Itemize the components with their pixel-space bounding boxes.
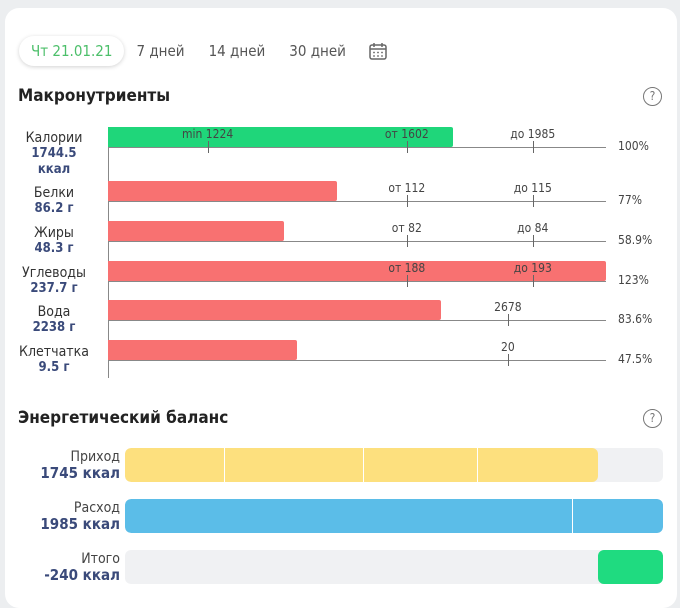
macro-bar: [108, 340, 298, 360]
macro-percent: 58.9%: [618, 233, 653, 247]
macro-label: Вода 2238 г: [0, 304, 108, 336]
calendar-icon[interactable]: [368, 41, 388, 61]
macro-track: от 188 до 193: [108, 261, 606, 287]
target-label: от 1602: [384, 127, 429, 141]
target-tick: [532, 141, 534, 153]
macro-row: Белки 86.2 г от 112 до 115 77%: [0, 181, 680, 221]
energy-bar: [598, 550, 663, 584]
energy-track: [125, 550, 663, 584]
segment-divider: [476, 448, 479, 482]
target-tick: [207, 141, 209, 153]
energy-name: Приход: [70, 449, 120, 465]
tab-today[interactable]: Чт 21.01.21: [19, 36, 124, 66]
macro-value: 9.5 г: [38, 360, 70, 375]
macro-percent: 123%: [618, 273, 649, 287]
energy-track: [125, 448, 663, 482]
macro-track: min 1224 от 1602 до 1985: [108, 127, 606, 153]
period-tabs: Чт 21.01.21 7 дней 14 дней 30 дней: [19, 36, 388, 66]
energy-name: Итого: [81, 551, 120, 567]
energy-bar: [125, 499, 663, 533]
macro-percent: 77%: [618, 193, 642, 207]
target-label: до 1985: [510, 127, 556, 141]
macro-track: 2678: [108, 300, 606, 326]
macro-row: Вода 2238 г 2678 83.6%: [0, 300, 680, 340]
macro-label: Углеводы 237.7 г: [0, 265, 108, 297]
macro-row: Жиры 48.3 г от 82 до 84 58.9%: [0, 221, 680, 261]
energy-row: Приход 1745 ккал: [0, 448, 680, 482]
energy-label: Расход 1985 ккал: [0, 500, 120, 532]
macro-track: 20: [108, 340, 606, 366]
macro-bar: [108, 221, 284, 241]
macro-value: 2238 г: [32, 320, 76, 335]
tab-30-days[interactable]: 30 дней: [289, 42, 346, 60]
macro-label: Белки 86.2 г: [0, 185, 108, 217]
macro-name: Клетчатка: [19, 344, 89, 360]
energy-name: Расход: [73, 500, 120, 516]
energy-title: Энергетический баланс: [18, 408, 229, 428]
segment-divider: [223, 448, 226, 482]
energy-help-icon[interactable]: ?: [643, 409, 662, 428]
macro-track: от 112 до 115: [108, 181, 606, 207]
macro-name: Углеводы: [22, 265, 86, 281]
macro-bar: [108, 181, 338, 201]
macro-row: Углеводы 237.7 г от 188 до 193 123%: [0, 261, 680, 301]
macro-value: 48.3 г: [34, 241, 74, 256]
macro-bar: [108, 127, 454, 147]
target-label: 20: [501, 340, 515, 354]
target-tick: [507, 314, 509, 326]
target-tick: [532, 275, 534, 287]
target-label: 2678: [494, 300, 522, 314]
energy-label: Итого -240 ккал: [0, 551, 120, 583]
target-label: от 188: [388, 261, 426, 275]
target-tick: [406, 235, 408, 247]
energy-label: Приход 1745 ккал: [0, 449, 120, 481]
macro-percent: 83.6%: [618, 312, 653, 326]
macro-name: Белки: [33, 185, 75, 201]
energy-bar: [125, 448, 599, 482]
tab-14-days[interactable]: 14 дней: [208, 42, 266, 60]
macro-name: Вода: [37, 304, 71, 320]
macros-help-icon[interactable]: ?: [643, 87, 662, 106]
macro-label: Калории 1744.5 ккал: [0, 130, 108, 178]
target-tick: [532, 195, 534, 207]
energy-track: [125, 499, 663, 533]
segment-divider: [571, 499, 574, 533]
target-label: min 1224: [181, 127, 234, 141]
macro-value: 237.7 г: [30, 281, 78, 296]
target-tick: [406, 275, 408, 287]
segment-divider: [362, 448, 365, 482]
energy-value: -240 ккал: [44, 566, 120, 584]
target-tick: [532, 235, 534, 247]
macro-percent: 47.5%: [618, 352, 653, 366]
target-label: от 82: [391, 221, 422, 235]
energy-value: 1745 ккал: [40, 464, 120, 482]
macro-value: 86.2 г: [34, 201, 74, 216]
target-tick: [406, 195, 408, 207]
macro-bar: [108, 300, 442, 320]
macro-label: Жиры 48.3 г: [0, 225, 108, 257]
macro-track: от 82 до 84: [108, 221, 606, 247]
macro-percent: 100%: [618, 139, 649, 153]
macro-row: Калории 1744.5 ккал min 1224 от 1602 до 1985…: [0, 127, 680, 177]
target-label: до 84: [517, 221, 549, 235]
macro-name: Жиры: [34, 225, 74, 241]
tab-7-days[interactable]: 7 дней: [136, 42, 185, 60]
energy-row: Расход 1985 ккал: [0, 499, 680, 533]
macro-row: Клетчатка 9.5 г 20 47.5%: [0, 340, 680, 380]
target-label: от 112: [388, 181, 426, 195]
target-label: до 115: [513, 181, 552, 195]
macro-label: Клетчатка 9.5 г: [0, 344, 108, 376]
macro-name: Калории: [25, 130, 83, 146]
macro-bar: [108, 261, 606, 281]
energy-value: 1985 ккал: [40, 515, 120, 533]
target-tick: [507, 354, 509, 366]
macro-value: 1744.5 ккал: [31, 146, 77, 177]
target-tick: [406, 141, 408, 153]
macros-title: Макронутриенты: [18, 86, 171, 106]
energy-row: Итого -240 ккал: [0, 550, 680, 584]
macros-axis: [108, 127, 109, 378]
target-label: до 193: [513, 261, 552, 275]
